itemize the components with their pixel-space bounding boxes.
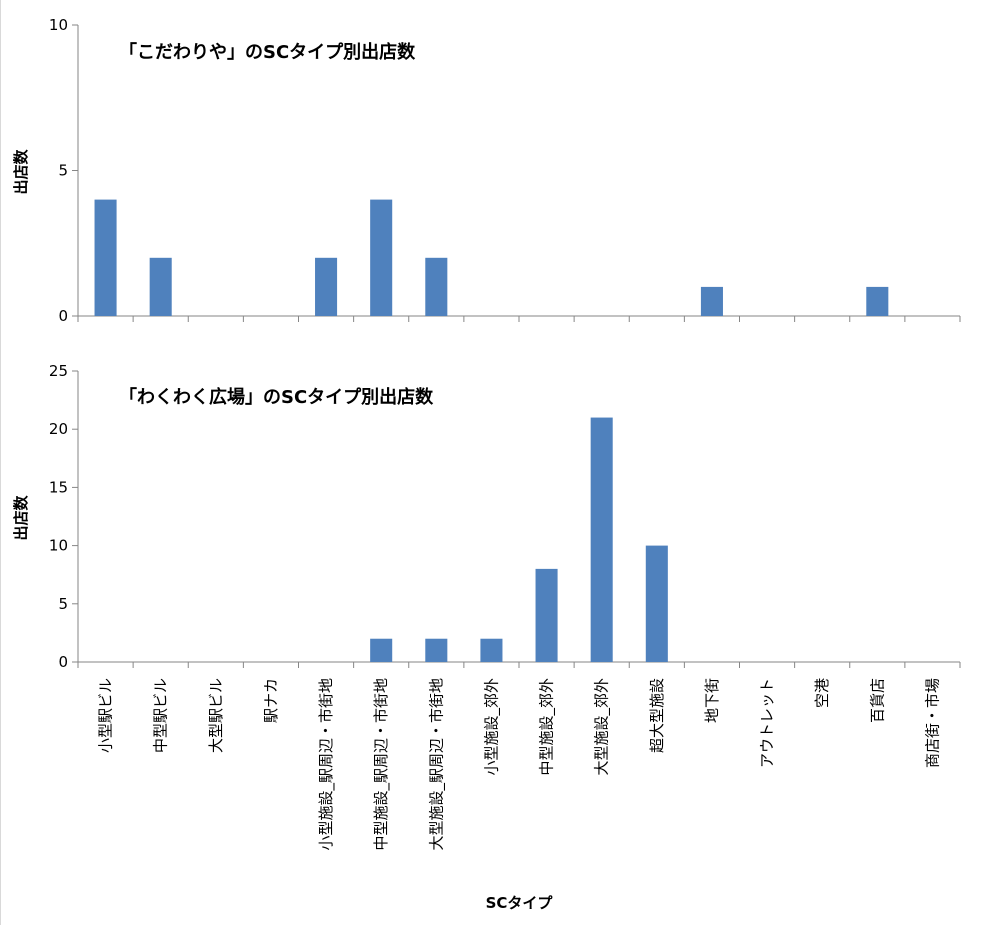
x-tick-label: 小型施設_駅周辺・市街地 xyxy=(317,678,336,851)
x-tick-label: 超大型施設 xyxy=(648,678,666,753)
x-tick-label: 空港 xyxy=(813,678,831,708)
chart-wakuwaku-hiroba: 0 5 10 15 20 25 小型駅ビル 中型駅ビル 大型駅ビル 駅ナカ 小型施設_駅周辺・市街地… xyxy=(12,362,961,912)
bar xyxy=(700,286,723,316)
bar xyxy=(590,417,613,662)
bar xyxy=(425,257,448,316)
bar xyxy=(425,638,448,662)
y-tick-label: 10 xyxy=(49,537,68,555)
bar xyxy=(370,199,393,316)
y-axis-title: 出店数 xyxy=(12,149,30,195)
bar xyxy=(866,286,889,316)
bar xyxy=(94,199,117,316)
x-tick-label: 駅ナカ xyxy=(262,678,280,723)
y-tick-label: 20 xyxy=(49,420,68,438)
x-tick-label: 中型施設_駅周辺・市街地 xyxy=(372,678,391,851)
bar xyxy=(535,568,558,662)
x-tick-label: 大型駅ビル xyxy=(207,678,225,753)
x-tick-label: 地下街 xyxy=(703,678,721,723)
x-tick-label: 大型施設_駅周辺・市街地 xyxy=(427,678,446,851)
bar xyxy=(645,545,668,662)
bar xyxy=(149,257,172,316)
bar xyxy=(370,638,393,662)
x-tick-label: 中型施設_郊外 xyxy=(538,678,557,776)
bar xyxy=(315,257,338,316)
x-tick-label: アウトレット xyxy=(758,678,776,768)
y-tick-label: 0 xyxy=(58,653,68,671)
chart-title: 「こだわりや」のSCタイプ別出店数 xyxy=(119,41,416,63)
x-tick-label: 小型施設_郊外 xyxy=(482,678,501,776)
chart-title: 「わくわく広場」のSCタイプ別出店数 xyxy=(119,386,434,408)
x-tick-label: 百貨店 xyxy=(868,678,886,723)
x-tick-label: 中型駅ビル xyxy=(152,678,170,753)
y-tick-label: 15 xyxy=(49,478,68,496)
y-tick-label: 5 xyxy=(58,595,68,613)
y-tick-label: 10 xyxy=(49,16,68,34)
x-tick-label: 大型施設_郊外 xyxy=(593,678,612,776)
y-axis-title: 出店数 xyxy=(12,495,30,541)
x-axis-title: SCタイプ xyxy=(486,894,554,912)
y-tick-label: 5 xyxy=(58,162,68,180)
y-tick-label: 0 xyxy=(58,307,68,325)
x-tick-label: 小型駅ビル xyxy=(97,678,115,753)
bar xyxy=(480,638,503,662)
y-tick-label: 25 xyxy=(49,362,68,380)
x-tick-label: 商店街・市場 xyxy=(923,678,941,768)
